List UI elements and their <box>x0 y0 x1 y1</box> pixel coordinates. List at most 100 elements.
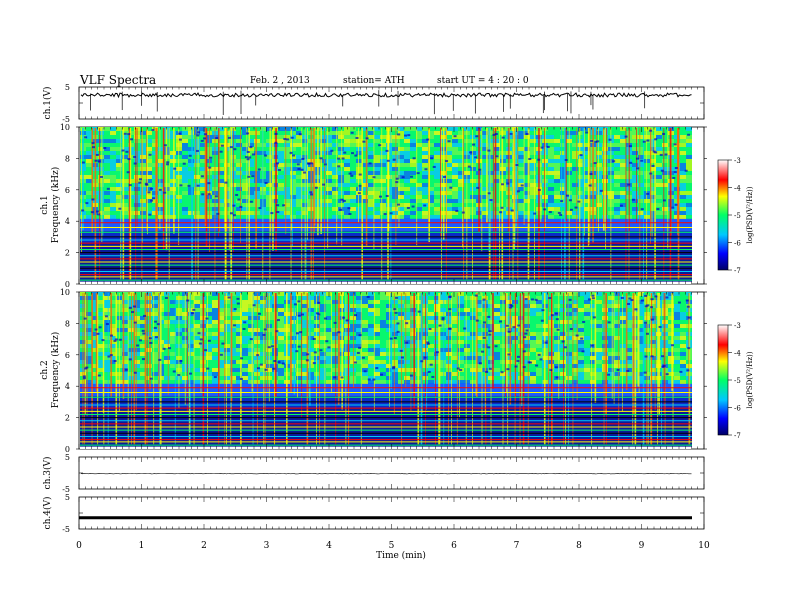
spectrogram-texture-cell <box>338 340 344 344</box>
spectrogram-texture-cell <box>674 360 680 364</box>
spectrogram-texture-cell <box>212 324 218 328</box>
spectrogram-texture-cell <box>458 199 464 203</box>
spectrogram-texture-cell <box>338 127 344 131</box>
spectrogram-texture-cell <box>86 159 92 163</box>
spectrogram-texture-cell <box>230 348 236 352</box>
spectrogram-texture-cell <box>344 175 350 179</box>
spectrogram-texture-cell <box>344 372 350 376</box>
spectrogram-texture-cell <box>506 304 512 308</box>
spectrogram-texture-cell <box>482 207 488 211</box>
spectrogram-texture-cell <box>380 203 386 207</box>
spectrogram-texture-cell <box>338 179 344 183</box>
spectrogram-texture-cell <box>356 195 362 199</box>
spectrogram-speckle <box>445 160 449 163</box>
spectrogram-texture-cell <box>152 215 158 219</box>
spectrogram-texture-cell <box>170 179 176 183</box>
spectrogram-texture-cell <box>614 211 620 215</box>
spectrogram-texture-cell <box>104 312 110 316</box>
spectrogram-texture-cell <box>422 320 428 324</box>
spectrogram-texture-cell <box>218 191 224 195</box>
spectrogram-texture-cell <box>410 320 416 324</box>
spectrogram-texture-cell <box>578 163 584 167</box>
spectrogram-texture-cell <box>638 199 644 203</box>
spectrogram-texture-cell <box>428 171 434 175</box>
spectrogram-texture-cell <box>194 360 200 364</box>
spectrogram-texture-cell <box>608 332 614 336</box>
spectrogram-speckle <box>487 149 491 152</box>
spectrogram-texture-cell <box>140 199 146 203</box>
spectrogram-texture-cell <box>254 155 260 159</box>
spectrogram-texture-cell <box>620 368 626 372</box>
spectrogram-texture-cell <box>602 360 608 364</box>
spectrogram-texture-cell <box>116 179 122 183</box>
spectrogram-texture-cell <box>596 312 602 316</box>
spectrogram-texture-cell <box>638 163 644 167</box>
spectrogram-texture-cell <box>350 183 356 187</box>
spectrogram-texture-cell <box>278 304 284 308</box>
spectrogram-texture-cell <box>248 320 254 324</box>
spectrogram-texture-cell <box>356 127 362 131</box>
spectrogram-texture-cell <box>158 171 164 175</box>
spectrogram-texture-cell <box>224 344 230 348</box>
spectrogram-texture-cell <box>422 135 428 139</box>
spectrogram-texture-cell <box>194 147 200 151</box>
spectrogram-texture-cell <box>494 179 500 183</box>
spectrogram-texture-cell <box>530 332 536 336</box>
spectrogram-texture-cell <box>662 167 668 171</box>
spectrogram-texture-cell <box>104 340 110 344</box>
spectrogram-texture-cell <box>110 147 116 151</box>
spectrogram-texture-cell <box>362 328 368 332</box>
spectrogram-texture-cell <box>530 183 536 187</box>
spectrogram-speckle <box>395 181 399 184</box>
spectrogram-speckle <box>195 149 199 152</box>
spectrogram-texture-cell <box>368 151 374 155</box>
spectrogram-texture-cell <box>560 207 566 211</box>
spectrogram-texture-cell <box>230 352 236 356</box>
spectrogram-texture-cell <box>326 191 332 195</box>
spectrogram-texture-cell <box>668 356 674 360</box>
spectrogram-texture-cell <box>638 151 644 155</box>
spectrogram-texture-cell <box>206 304 212 308</box>
spectrogram-texture-cell <box>404 171 410 175</box>
spectrogram-texture-cell <box>302 344 308 348</box>
spectrogram-texture-cell <box>566 360 572 364</box>
spectrogram-texture-cell <box>608 300 614 304</box>
spectrogram-texture-cell <box>296 340 302 344</box>
spectrogram-texture-cell <box>296 211 302 215</box>
spectrogram-texture-cell <box>164 376 170 380</box>
spectrogram-texture-cell <box>632 187 638 191</box>
spectrogram-texture-cell <box>572 199 578 203</box>
spectrogram-texture-cell <box>470 187 476 191</box>
spectrogram-texture-cell <box>116 199 122 203</box>
spectrogram-texture-cell <box>350 127 356 131</box>
spectrogram-texture-cell <box>632 207 638 211</box>
spectrogram-texture-cell <box>386 296 392 300</box>
spectrogram-texture-cell <box>530 292 536 296</box>
spectrogram-texture-cell <box>338 364 344 368</box>
spectrogram-texture-cell <box>188 296 194 300</box>
spectrogram-texture-cell <box>350 292 356 296</box>
spectrogram-texture-cell <box>674 364 680 368</box>
spectrogram-texture-cell <box>434 199 440 203</box>
spectrogram-speckle <box>654 138 658 141</box>
spectrogram-texture-cell <box>320 316 326 320</box>
spectrogram-texture-cell <box>476 308 482 312</box>
spectrogram-texture-cell <box>278 316 284 320</box>
spectrogram-texture-cell <box>494 171 500 175</box>
spectrogram-texture-cell <box>86 171 92 175</box>
spectrogram-texture-cell <box>146 175 152 179</box>
spectrogram-texture-cell <box>524 300 530 304</box>
spectrogram-texture-cell <box>452 364 458 368</box>
spectrogram-texture-cell <box>380 292 386 296</box>
spectrogram-texture-cell <box>212 312 218 316</box>
spectrogram-texture-cell <box>518 155 524 159</box>
spectrogram-speckle <box>203 133 207 136</box>
spectrogram-speckle <box>309 162 313 165</box>
spectrogram-texture-cell <box>122 336 128 340</box>
spectrogram-texture-cell <box>404 199 410 203</box>
spectrogram-texture-cell <box>86 151 92 155</box>
spectrogram-texture-cell <box>290 183 296 187</box>
spectrogram-texture-cell <box>278 356 284 360</box>
spectrogram-texture-cell <box>92 364 98 368</box>
spectrogram-speckle <box>207 182 211 185</box>
